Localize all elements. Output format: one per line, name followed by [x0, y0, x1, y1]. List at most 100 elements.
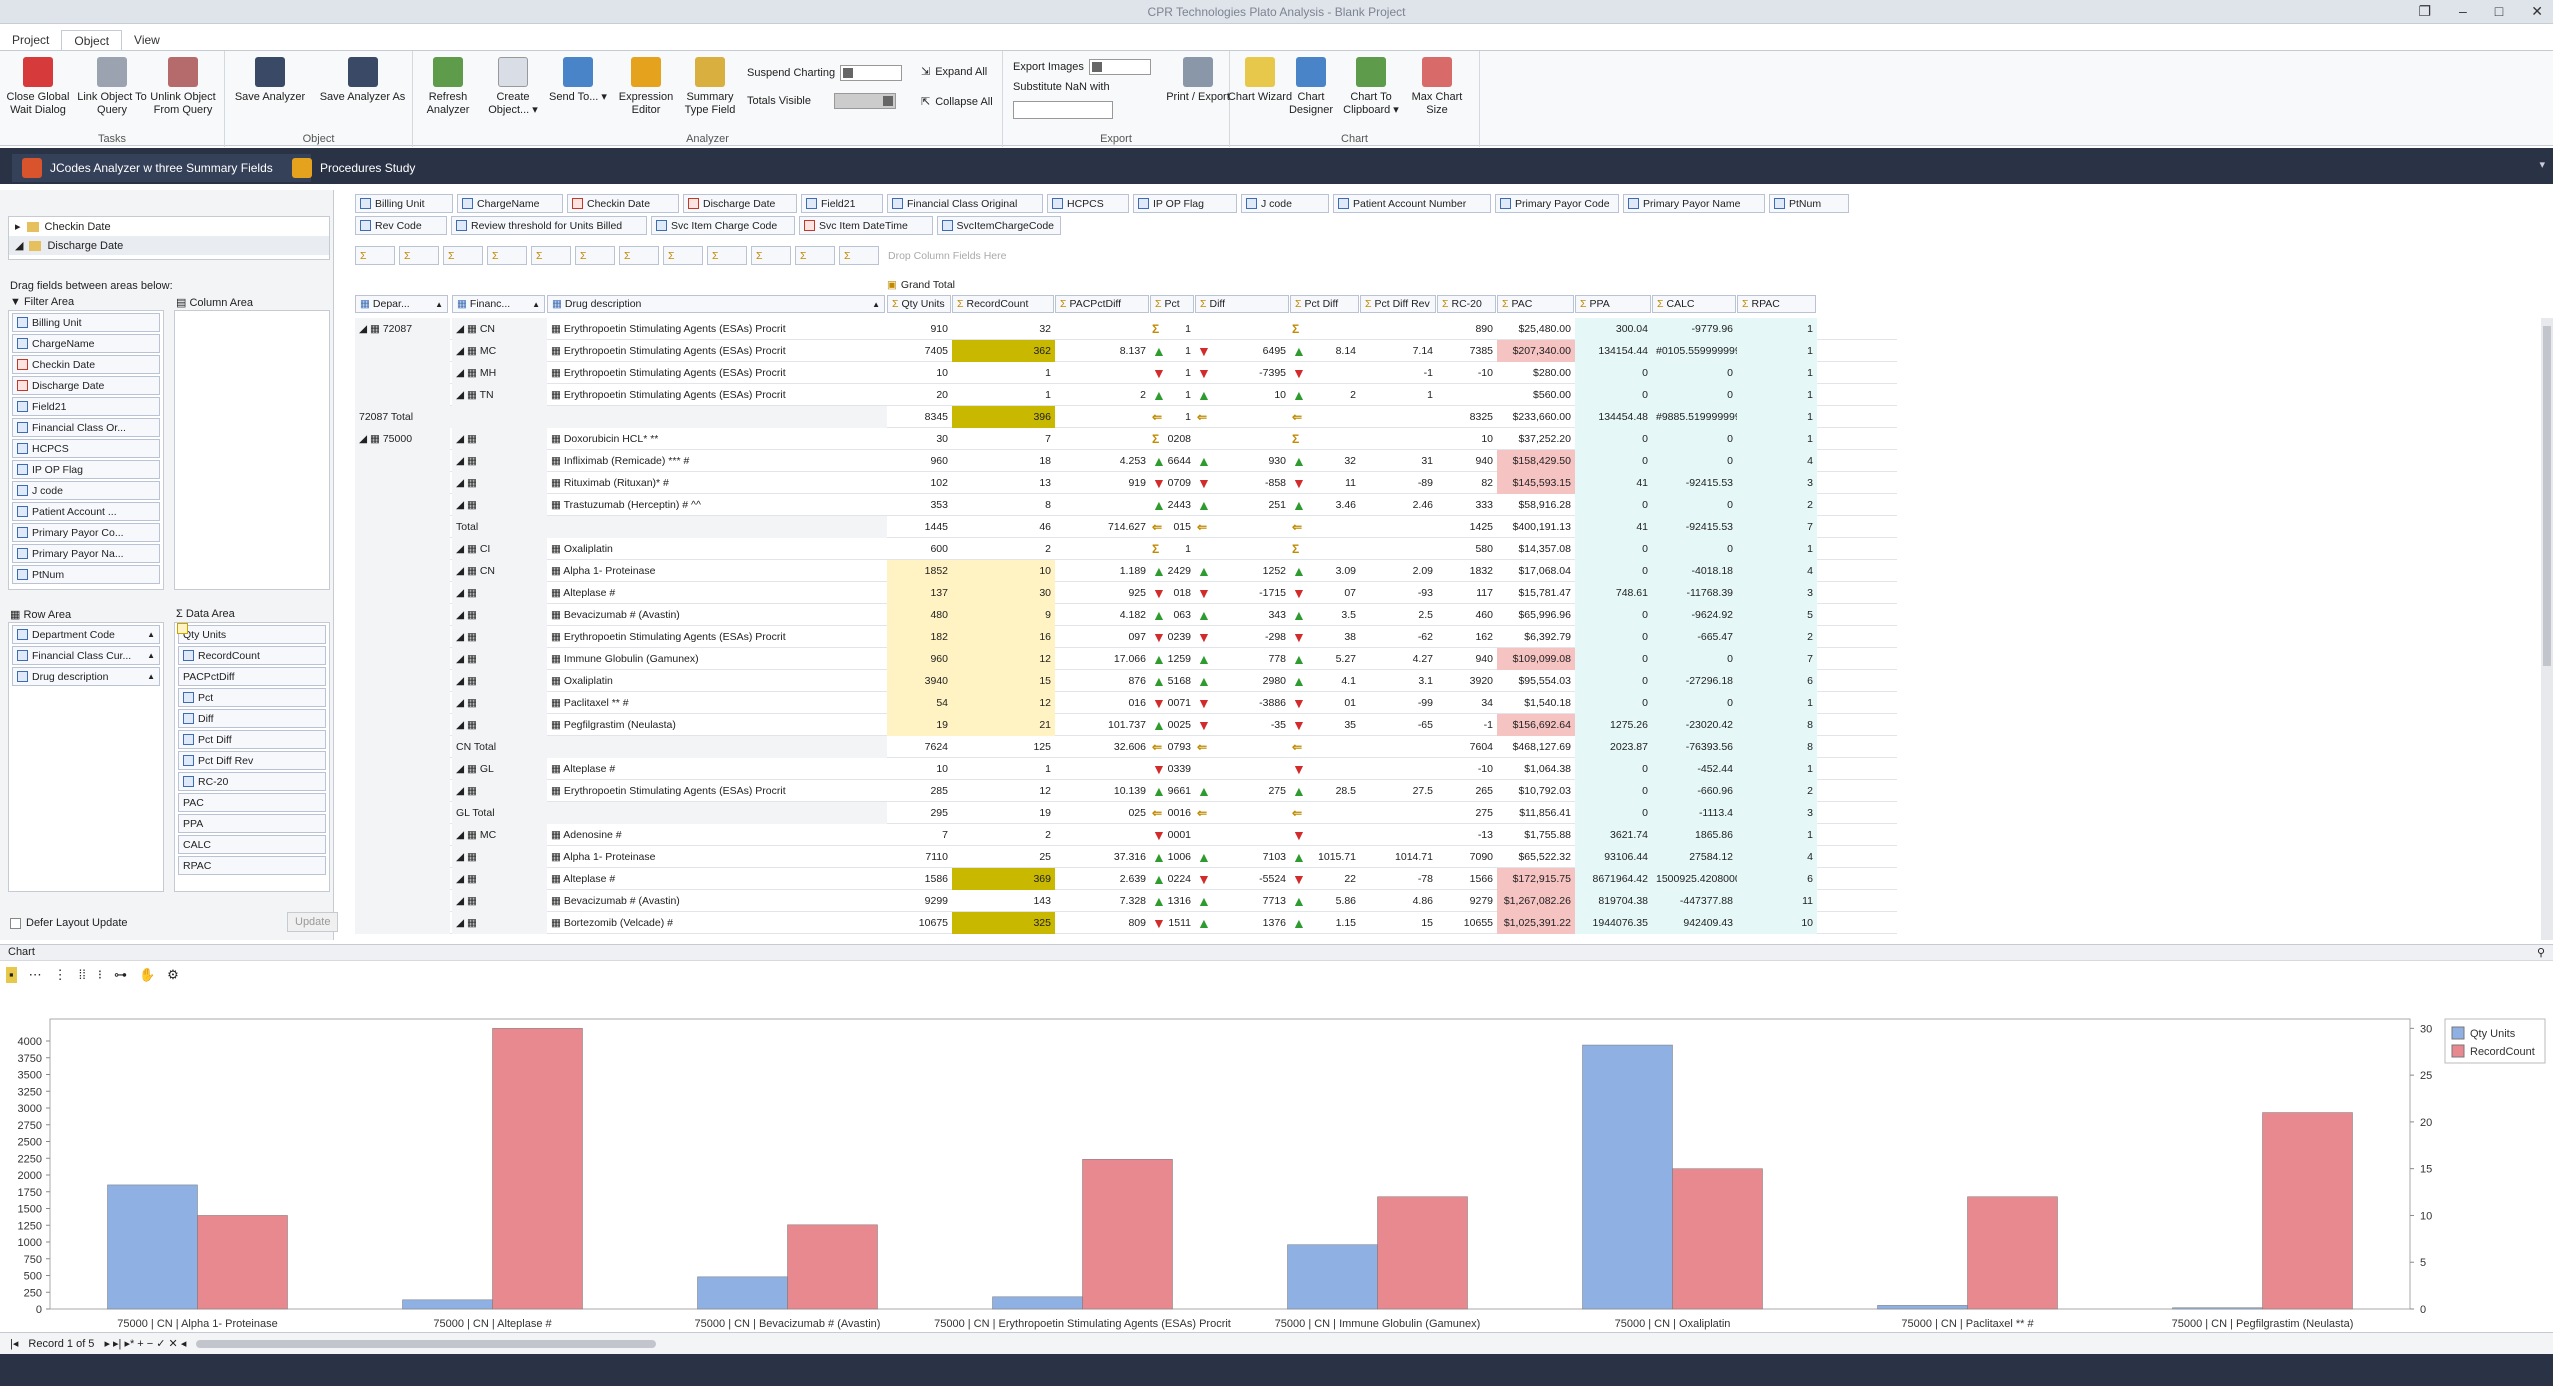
filter-field-patient-account[interactable]: Patient Account ...: [12, 502, 160, 521]
data-header-button[interactable]: Σ: [355, 246, 395, 265]
row-field-drug-description[interactable]: Drug description ▲: [12, 667, 160, 686]
drug-cell[interactable]: ▦ Alteplase #: [551, 763, 616, 775]
fin-class-cell[interactable]: ◢ ▦: [452, 714, 547, 736]
drug-cell[interactable]: ▦ Bevacizumab # (Avastin): [551, 895, 680, 907]
sort-up-icon[interactable]: ▲: [435, 299, 443, 309]
tab-jcodes-analyzer[interactable]: JCodes Analyzer w three Summary Fields✕: [12, 154, 311, 182]
bar-qty-units[interactable]: [107, 1184, 198, 1310]
fin-class-cell[interactable]: ◢ ▦ TN: [452, 384, 547, 406]
tab-procedures-study[interactable]: Procedures Study: [282, 154, 425, 182]
bar-qty-units[interactable]: [2172, 1307, 2263, 1310]
field-chip-rev-code[interactable]: Rev Code: [355, 216, 447, 235]
fin-class-cell[interactable]: ◢ ▦ CN: [452, 318, 547, 340]
minimize-icon[interactable]: –: [2459, 3, 2467, 19]
restore-icon[interactable]: ❐: [2418, 3, 2431, 19]
fin-class-cell[interactable]: ◢ ▦: [452, 780, 547, 802]
drug-cell[interactable]: ▦ Bortezomib (Velcade) #: [551, 917, 673, 929]
column-header-rpac[interactable]: Σ RPAC: [1737, 295, 1816, 313]
column-area[interactable]: [174, 310, 330, 590]
filter-field-hcpcs[interactable]: HCPCS: [12, 439, 160, 458]
menu-project[interactable]: Project: [12, 33, 50, 47]
field-chip-svc-item-datetime[interactable]: Svc Item DateTime: [799, 216, 933, 235]
bar-recordcount[interactable]: [1967, 1196, 2058, 1310]
sort-up-icon[interactable]: ▲: [147, 630, 155, 639]
max-chart-size-button[interactable]: Max Chart Size: [1402, 57, 1472, 117]
split-tool-icon[interactable]: ⁝: [97, 967, 102, 982]
sort-up-icon[interactable]: ▲: [872, 299, 880, 309]
field-chip-field21[interactable]: Field21: [801, 194, 883, 213]
suspend-charting-toggle[interactable]: Suspend Charting: [747, 65, 903, 81]
data-header-button[interactable]: Σ: [751, 246, 791, 265]
field-chip-ptnum[interactable]: PtNum: [1769, 194, 1849, 213]
drug-cell[interactable]: ▦ Erythropoetin Stimulating Agents (ESAs…: [551, 631, 786, 643]
filter-field-chargename[interactable]: ChargeName: [12, 334, 160, 353]
bar-qty-units[interactable]: [402, 1299, 493, 1310]
drug-cell[interactable]: ▦ Alpha 1- Proteinase: [551, 851, 656, 863]
fin-class-cell[interactable]: ◢ ▦: [452, 670, 547, 692]
drug-cell[interactable]: ▦ Doxorubicin HCL* **: [551, 433, 659, 445]
fin-class-cell[interactable]: ◢ ▦: [452, 846, 547, 868]
drug-cell[interactable]: ▦ Trastuzumab (Herceptin) # ^^: [551, 499, 701, 511]
refresh-analyzer-button[interactable]: Refresh Analyzer: [413, 57, 483, 117]
filter-field-primary-payor-na[interactable]: Primary Payor Na...: [12, 544, 160, 563]
save-analyzer-button[interactable]: Save Analyzer: [230, 57, 310, 104]
drug-cell[interactable]: ▦ Bevacizumab # (Avastin): [551, 609, 680, 621]
column-header-rc-20[interactable]: Σ RC-20: [1437, 295, 1496, 313]
fin-class-cell[interactable]: ◢ ▦ CN: [452, 560, 547, 582]
sort-up-icon[interactable]: ▲: [532, 299, 540, 309]
column-header-diff[interactable]: Σ Diff: [1195, 295, 1289, 313]
fin-class-cell[interactable]: ◢ ▦: [452, 450, 547, 472]
chart-designer-button[interactable]: Chart Designer: [1276, 57, 1346, 117]
sort-up-icon[interactable]: ▲: [147, 672, 155, 681]
field-chip-billing-unit[interactable]: Billing Unit: [355, 194, 453, 213]
bar-recordcount[interactable]: [1672, 1168, 1763, 1310]
unlink-object-button[interactable]: Unlink Object From Query: [148, 57, 218, 117]
filter-field-ptnum[interactable]: PtNum: [12, 565, 160, 584]
drug-cell[interactable]: ▦ Erythropoetin Stimulating Agents (ESAs…: [551, 367, 786, 379]
drug-cell[interactable]: ▦ Immune Globulin (Gamunex): [551, 653, 699, 665]
data-field-pct-diff[interactable]: Pct Diff: [178, 730, 326, 749]
bar-qty-units[interactable]: [992, 1296, 1083, 1310]
zoom-tool-icon[interactable]: ⊶: [113, 967, 127, 982]
tree-item-discharge-date[interactable]: ◢ Discharge Date: [9, 236, 329, 255]
print-export-button[interactable]: Print / Export: [1163, 57, 1233, 104]
fin-class-cell[interactable]: ◢ ▦: [452, 626, 547, 648]
export-images-toggle[interactable]: Export Images: [1013, 59, 1151, 75]
data-header-button[interactable]: Σ: [707, 246, 747, 265]
fin-class-cell[interactable]: ◢ ▦: [452, 582, 547, 604]
column-header-pac[interactable]: Σ PAC: [1497, 295, 1574, 313]
fin-class-cell[interactable]: ◢ ▦: [452, 648, 547, 670]
link-object-button[interactable]: Link Object To Query: [77, 57, 147, 117]
menu-object[interactable]: Object: [61, 30, 123, 50]
bar-recordcount[interactable]: [1082, 1159, 1173, 1310]
update-button[interactable]: Update: [287, 912, 339, 932]
data-header-button[interactable]: Σ: [443, 246, 483, 265]
data-field-pacpctdiff[interactable]: PACPctDiff: [177, 623, 326, 686]
toggle-switch[interactable]: [840, 65, 903, 81]
bar-recordcount[interactable]: [492, 1028, 583, 1310]
fin-class-cell[interactable]: ◢ ▦ GL: [452, 758, 547, 780]
vertical-tool-icon[interactable]: ⋮: [53, 967, 67, 982]
data-header-button[interactable]: Σ: [531, 246, 571, 265]
row-header-drug-description[interactable]: ▦ Drug description ▲: [547, 295, 885, 313]
substitute-nan-input[interactable]: [1013, 101, 1113, 119]
data-field-diff[interactable]: Diff: [178, 709, 326, 728]
field-chip-discharge-date[interactable]: Discharge Date: [683, 194, 797, 213]
chart-to-clipboard-button[interactable]: Chart To Clipboard ▾: [1336, 57, 1406, 117]
drug-cell[interactable]: ▦ Paclitaxel ** #: [551, 697, 629, 709]
dept-cell[interactable]: ◢ ▦ 72087: [355, 318, 450, 340]
drug-cell[interactable]: ▦ Alteplase #: [551, 873, 616, 885]
field-chip-primary-payor-name[interactable]: Primary Payor Name: [1623, 194, 1765, 213]
chart-wizard-button[interactable]: Chart Wizard: [1225, 57, 1295, 104]
bar-recordcount[interactable]: [1377, 1196, 1468, 1310]
drug-cell[interactable]: ▦ Infliximab (Remicade) *** #: [551, 455, 690, 467]
column-header-qty-units[interactable]: Σ Qty Units: [887, 295, 951, 313]
data-header-button[interactable]: Σ: [487, 246, 527, 265]
horizontal-scrollbar[interactable]: [196, 1339, 657, 1348]
data-field-calc[interactable]: CALC: [177, 623, 326, 854]
column-header-pacpctdiff[interactable]: Σ PACPctDiff: [1055, 295, 1149, 313]
field-chip-hcpcs[interactable]: HCPCS: [1047, 194, 1129, 213]
filter-field-field21[interactable]: Field21: [12, 397, 160, 416]
filter-field-discharge-date[interactable]: Discharge Date: [12, 376, 160, 395]
data-header-button[interactable]: Σ: [839, 246, 879, 265]
